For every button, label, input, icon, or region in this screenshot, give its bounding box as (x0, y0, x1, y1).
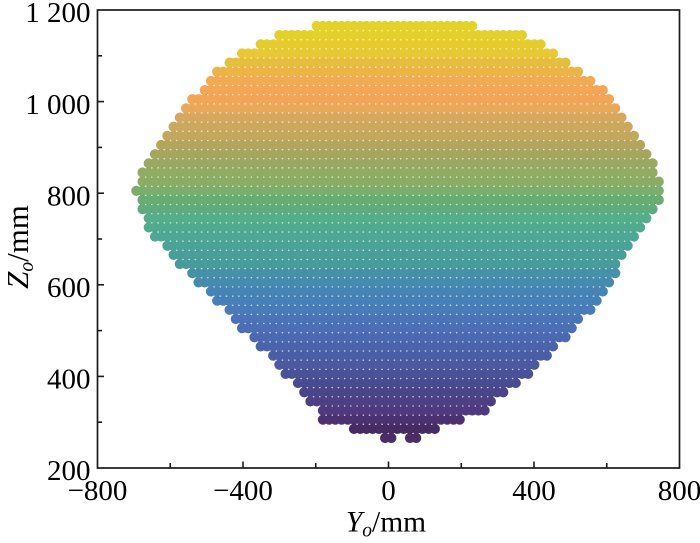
svg-text:600: 600 (47, 272, 91, 304)
svg-text:800: 800 (658, 475, 700, 507)
svg-text:Zo/mm: Zo/mm (0, 205, 38, 289)
svg-text:−800: −800 (68, 475, 128, 507)
svg-text:800: 800 (47, 180, 91, 212)
svg-text:400: 400 (512, 475, 556, 507)
svg-text:200: 200 (47, 455, 91, 487)
svg-text:1 000: 1 000 (25, 89, 90, 121)
svg-text:0: 0 (381, 475, 396, 507)
svg-text:400: 400 (47, 364, 91, 396)
svg-text:−400: −400 (213, 475, 273, 507)
svg-text:1 200: 1 200 (25, 0, 90, 29)
svg-text:Yo/mm: Yo/mm (346, 507, 426, 542)
